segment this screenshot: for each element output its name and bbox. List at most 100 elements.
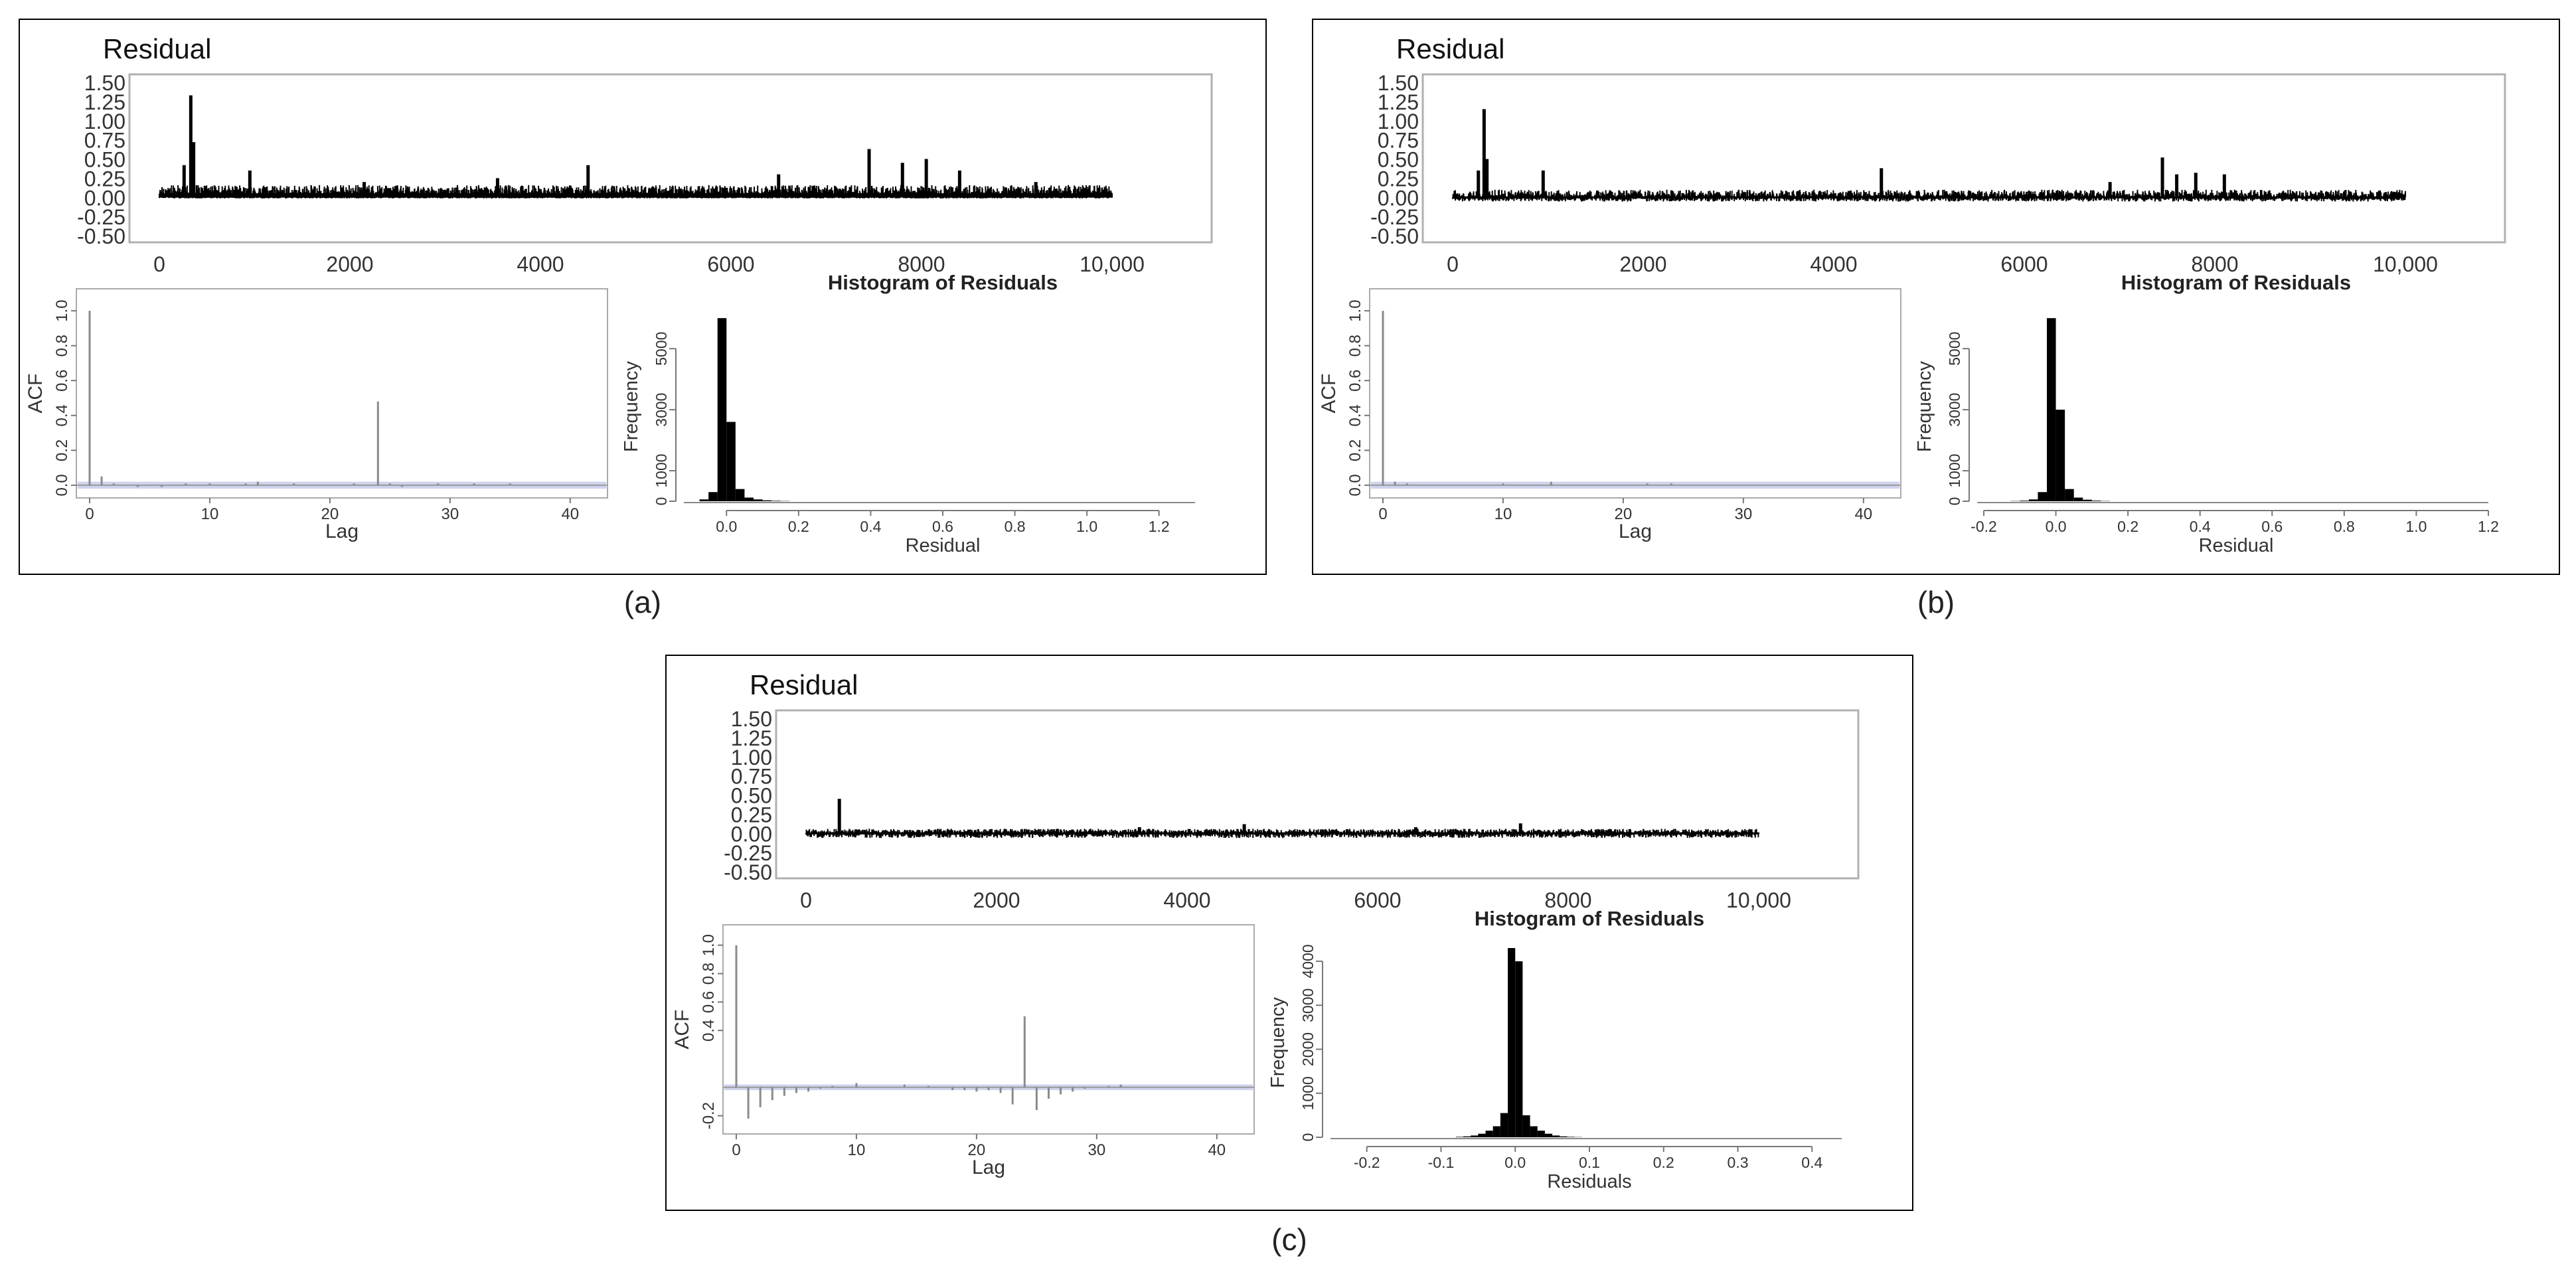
acf-ytick-label: 0.2 [53,440,71,461]
histogram-ytick-label: 0 [1299,1133,1317,1142]
histogram-ylabel: Frequency [1267,997,1289,1088]
histogram-bar [1522,1115,1530,1137]
histogram-bar [2047,318,2056,501]
acf-ylabel: ACF [25,374,46,414]
acf-ytick-label: 0.8 [1346,335,1364,357]
histogram-ytick-label: 3000 [1946,393,1963,427]
histogram-bar [1485,1131,1493,1137]
histogram-xlabel: Residual [906,535,981,556]
histogram-xtick-label: 0.4 [2190,518,2211,535]
acf-axes-frame [76,288,608,499]
histogram-xtick-label: 0.6 [932,518,953,535]
histogram-ytick-label: 2000 [1299,1032,1317,1066]
residual-ytick-label: 0.00 [731,822,772,846]
histogram-xtick-label: 0.0 [716,518,737,535]
residual-xtick-label: 6000 [1354,888,1401,912]
acf-xtick-label: 30 [442,505,459,523]
residual-plot-c: Residual-0.50-0.250.000.250.500.751.001.… [671,669,1860,1192]
histogram-xlabel: Residual [2199,535,2274,556]
residual-title: Residual [1396,33,1504,64]
histogram-xtick-label: 0.2 [2117,518,2138,535]
histogram-ytick-label: 1000 [1299,1076,1317,1110]
acf-xlabel: Lag [972,1157,1005,1178]
acf-ytick-label: 0.0 [1346,474,1364,496]
histogram-bar [1471,1135,1479,1137]
residual-xtick-label: 8000 [1544,888,1591,912]
histogram-bar [726,422,736,501]
histogram-title: Histogram of Residuals [1475,907,1704,930]
acf-ytick-label: 1.0 [53,299,71,321]
residual-ytick-label: 0.00 [84,186,125,210]
residual-ytick-label: 0.50 [731,784,772,808]
histogram-xtick-label: 0.1 [1579,1154,1600,1171]
residual-ytick-label: 1.50 [731,707,772,731]
histogram-bar [2073,497,2083,501]
residual-ytick-label: -0.25 [77,205,125,229]
residual-ytick-label: 1.00 [731,746,772,769]
histogram-bar [744,497,754,501]
residual-ytick-label: 1.00 [1378,110,1419,133]
histogram-xlabel: Residuals [1547,1171,1631,1192]
residual-xtick-label: 2000 [326,252,373,276]
histogram-bar [708,492,718,501]
acf-xtick-label: 0 [1378,505,1387,523]
residual-ytick-label: 1.25 [1378,90,1419,114]
panel-b-frame: Residual -0.50 -0.25 0.00 0.25 0.50 0.75 1.00 1.… [1312,19,2560,575]
panel-label-a: (a) [623,585,662,619]
residual-ytick-label: 1.25 [731,726,772,750]
histogram-ytick-label: 3000 [653,393,670,427]
acf-xtick-label: 40 [1208,1141,1226,1159]
histogram-ytick-label: 0 [653,497,670,506]
acf-ytick-label: 0.0 [53,474,71,496]
residual-xtick-label: 4000 [1810,252,1857,276]
residual-trace [159,185,1113,199]
residual-xtick-label: 4000 [517,252,564,276]
histogram-ytick-label: 1000 [1946,453,1963,487]
histogram-bar [1552,1135,1560,1137]
histogram-ytick-label: 1000 [653,453,670,487]
histogram-bar [1544,1133,1553,1137]
acf-xtick-label: 0 [732,1141,740,1159]
acf-ytick-label: -0.2 [700,1102,718,1129]
acf-xtick-label: 10 [848,1141,866,1159]
histogram-bar [2055,410,2065,501]
residual-ytick-label: 0.25 [1378,167,1419,191]
histogram-xtick-label: 1.0 [1076,518,1097,535]
acf-ytick-label: 0.2 [1346,440,1364,461]
histogram-bar [1508,948,1516,1137]
residual-ytick-label: 0.75 [1378,129,1419,153]
histogram-ytick-label: 5000 [1946,332,1963,366]
acf-axes-frame [722,924,1255,1135]
histogram-xtick-label: 0.3 [1728,1154,1749,1171]
panel-label-b: (b) [1917,585,1955,619]
histogram-ylabel: Frequency [1914,360,1935,452]
histogram-bar [735,489,745,501]
residual-xtick-label: 6000 [2000,252,2048,276]
residual-ytick-label: 0.50 [1378,148,1419,172]
residual-ytick-label: 0.25 [731,803,772,827]
residual-axes-frame [1421,73,2506,244]
residual-axes-frame [775,709,1860,880]
acf-ytick-label: 0.6 [700,991,718,1013]
histogram-xtick-label: 0.6 [2261,518,2283,535]
histogram-xtick-label: 0.2 [788,518,809,535]
residual-xtick-label: 2000 [973,888,1020,912]
acf-ytick-label: 0.6 [1346,370,1364,392]
residual-xtick-label: 8000 [2191,252,2238,276]
histogram-bar [754,499,763,501]
histogram-xtick-label: 0.4 [860,518,881,535]
acf-ytick-label: 0.6 [53,370,71,392]
histogram-xtick-label: 0.0 [1504,1154,1526,1171]
histogram-xtick-label: -0.2 [1971,518,1997,535]
residual-xtick-label: 8000 [898,252,945,276]
residual-ytick-label: -0.50 [724,860,772,884]
histogram-title: Histogram of Residuals [2121,271,2351,294]
histogram-bar [1537,1131,1545,1137]
residual-title: Residual [103,33,211,64]
residual-xtick-label: 4000 [1163,888,1210,912]
acf-ylabel: ACF [671,1010,693,1050]
panel-label-c: (c) [1271,1222,1307,1257]
residual-ytick-label: 1.50 [1378,71,1419,95]
residual-axes-frame [128,73,1213,244]
residual-ytick-label: 1.00 [84,110,125,133]
